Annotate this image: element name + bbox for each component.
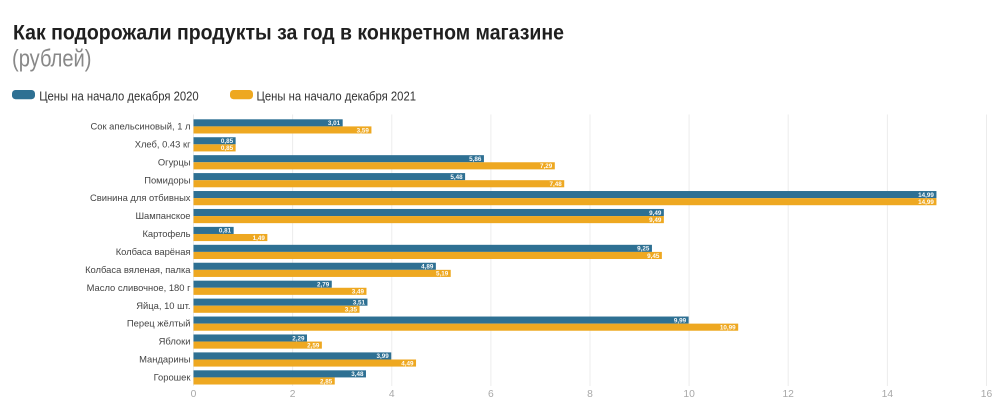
svg-text:3,49: 3,49	[352, 289, 365, 296]
svg-text:10,99: 10,99	[720, 324, 736, 331]
svg-text:9,49: 9,49	[649, 210, 662, 217]
svg-text:3,51: 3,51	[353, 299, 366, 306]
svg-text:Горошек: Горошек	[154, 372, 192, 383]
svg-text:5,86: 5,86	[469, 156, 482, 163]
svg-text:12: 12	[782, 389, 794, 400]
svg-text:Огурцы: Огурцы	[158, 156, 191, 167]
svg-text:5,48: 5,48	[450, 174, 463, 181]
svg-text:0: 0	[191, 389, 197, 400]
svg-text:4: 4	[389, 389, 395, 400]
svg-text:Цены на начало декабря 2020: Цены на начало декабря 2020	[39, 90, 199, 104]
svg-text:14,99: 14,99	[918, 199, 934, 206]
svg-text:7,29: 7,29	[540, 163, 553, 170]
svg-text:3,01: 3,01	[328, 120, 341, 127]
svg-text:Колбаса вяленая, палка: Колбаса вяленая, палка	[85, 264, 191, 275]
svg-text:14,99: 14,99	[918, 192, 934, 199]
svg-text:9,45: 9,45	[647, 253, 660, 260]
svg-text:Перец жёлтый: Перец жёлтый	[127, 318, 191, 329]
svg-text:2,29: 2,29	[292, 335, 305, 342]
svg-text:Яйца, 10 шт.: Яйца, 10 шт.	[136, 300, 190, 311]
svg-text:Шампанское: Шампанское	[135, 210, 190, 221]
svg-text:Свинина для отбивных: Свинина для отбивных	[90, 192, 191, 203]
svg-text:(рублей): (рублей)	[12, 46, 92, 73]
svg-text:9,49: 9,49	[649, 217, 662, 224]
svg-text:Помидоры: Помидоры	[144, 174, 191, 185]
svg-text:Колбаса варёная: Колбаса варёная	[116, 246, 191, 257]
svg-text:4,89: 4,89	[421, 264, 434, 271]
svg-text:2,79: 2,79	[317, 282, 330, 289]
svg-text:Цены на начало декабря 2021: Цены на начало декабря 2021	[257, 90, 417, 104]
svg-text:0,81: 0,81	[219, 228, 232, 235]
svg-text:4,49: 4,49	[401, 360, 414, 367]
svg-text:2: 2	[290, 389, 296, 400]
svg-text:10: 10	[683, 389, 695, 400]
svg-text:Яблоки: Яблоки	[159, 336, 191, 347]
svg-text:2,85: 2,85	[320, 378, 333, 385]
svg-text:16: 16	[981, 389, 993, 400]
svg-text:2,59: 2,59	[307, 342, 320, 349]
svg-text:Масло сливочное, 180 г: Масло сливочное, 180 г	[87, 282, 191, 293]
svg-text:3,59: 3,59	[357, 127, 370, 134]
svg-text:Мандарины: Мандарины	[139, 354, 191, 365]
svg-text:3,99: 3,99	[376, 353, 389, 360]
svg-text:8: 8	[587, 389, 593, 400]
svg-text:5,19: 5,19	[436, 271, 449, 278]
svg-text:7,48: 7,48	[549, 181, 562, 188]
svg-text:Картофель: Картофель	[142, 228, 190, 239]
svg-text:14: 14	[882, 389, 894, 400]
svg-text:3,35: 3,35	[345, 307, 358, 314]
svg-text:0,85: 0,85	[221, 145, 234, 152]
svg-text:6: 6	[488, 389, 494, 400]
svg-text:Сок апельсиновый, 1 л: Сок апельсиновый, 1 л	[90, 121, 190, 132]
svg-text:9,25: 9,25	[637, 246, 650, 253]
svg-text:9,99: 9,99	[674, 317, 687, 324]
svg-text:0,85: 0,85	[221, 138, 234, 145]
svg-text:1,49: 1,49	[253, 235, 266, 242]
svg-text:Хлеб, 0.43 кг: Хлеб, 0.43 кг	[135, 138, 191, 149]
svg-text:3,48: 3,48	[351, 371, 364, 378]
svg-text:Как подорожали продукты за год: Как подорожали продукты за год в конкрет…	[13, 22, 564, 45]
